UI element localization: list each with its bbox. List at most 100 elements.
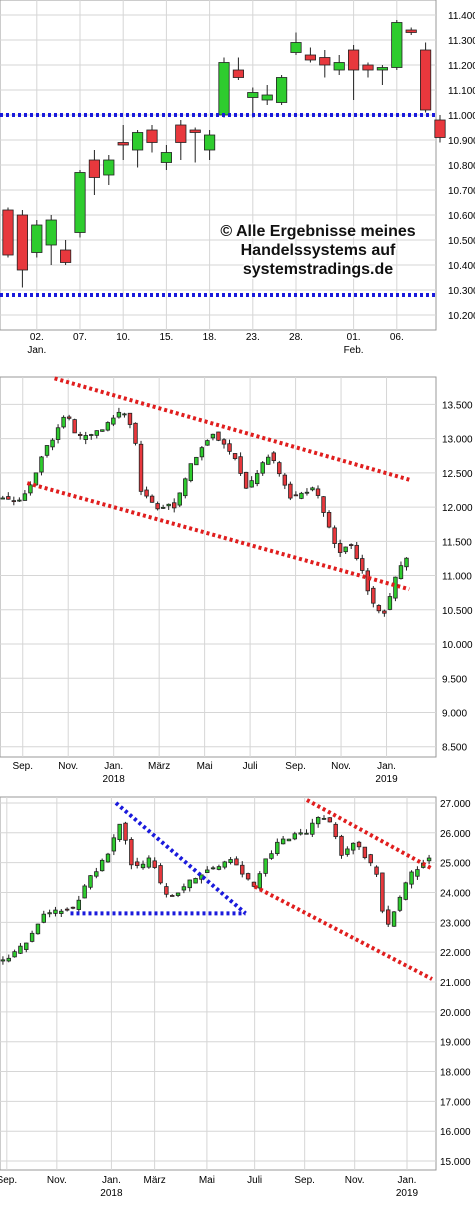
- x-tick-label: 15.: [159, 332, 173, 343]
- candle-body: [290, 42, 302, 53]
- candle-body: [116, 411, 122, 418]
- candle-body: [293, 494, 299, 497]
- candle-body: [266, 456, 271, 465]
- candle-body: [94, 871, 99, 877]
- candle-body: [204, 134, 216, 151]
- y-tick-label: 11.200: [448, 61, 475, 72]
- candle-body: [29, 932, 35, 942]
- y-tick-label: 26.000: [440, 829, 471, 840]
- weekly-channel-chart: 8.500 9.000 9.500 10.000 10.500 11.000 11.500 1…: [0, 376, 473, 785]
- candle-body: [166, 503, 171, 507]
- candle-body: [117, 142, 129, 146]
- candle-body: [292, 833, 298, 840]
- weekly-triangle-chart: 15.000 16.000 17.000 18.000 19.000 20.000 21.0…: [0, 796, 471, 1199]
- candle-body: [221, 439, 227, 445]
- x-tick-label: 01.: [347, 332, 361, 343]
- x-tick-label: März: [148, 761, 170, 772]
- candle-body: [70, 906, 76, 909]
- y-tick-label: 18.000: [440, 1068, 471, 1079]
- candle-body: [288, 483, 293, 499]
- candle-body: [222, 861, 227, 868]
- candle-body: [88, 875, 93, 888]
- x-tick-label: 10.: [116, 332, 130, 343]
- candle-body: [277, 462, 282, 475]
- y-tick-label: 25.000: [440, 859, 471, 870]
- y-tick-label: 10.500: [448, 236, 475, 247]
- x-year-label: 2019: [375, 774, 398, 785]
- candle-body: [170, 895, 175, 897]
- candle-body: [134, 861, 140, 866]
- x-tick-label: 23.: [246, 332, 260, 343]
- candle-body: [315, 816, 321, 825]
- candle-body: [22, 493, 28, 501]
- candle-body: [298, 832, 303, 835]
- y-tick-label: 16.000: [440, 1127, 471, 1138]
- y-tick-label: 11.300: [448, 36, 475, 47]
- candle-body: [74, 172, 86, 233]
- y-tick-label: 20.000: [440, 1008, 471, 1019]
- candle-body: [319, 57, 331, 66]
- x-tick-label: Sep.: [12, 761, 33, 772]
- y-tick-label: 13.000: [442, 435, 473, 446]
- candle-body: [117, 823, 122, 841]
- y-tick-label: 11.100: [448, 86, 475, 97]
- y-tick-label: 10.400: [448, 261, 475, 272]
- triangle-line: [114, 801, 247, 915]
- candle-body: [249, 480, 254, 488]
- candle-body: [348, 49, 360, 71]
- y-tick-label: 12.000: [442, 503, 473, 514]
- candle-body: [275, 841, 280, 854]
- candle-body: [160, 152, 172, 163]
- y-tick-label: 11.000: [442, 572, 472, 583]
- y-tick-label: 22.000: [440, 948, 471, 959]
- candle-body: [210, 433, 216, 439]
- candle-body: [53, 909, 58, 914]
- candle-body: [263, 858, 268, 874]
- candle-body: [59, 910, 64, 914]
- candle-body: [350, 842, 356, 851]
- candle-body: [257, 873, 262, 889]
- candle-body: [99, 859, 105, 872]
- y-tick-label: 19.000: [440, 1038, 471, 1049]
- y-tick-label: 23.000: [440, 918, 471, 929]
- candle-body: [144, 489, 149, 497]
- candle-body: [240, 864, 245, 875]
- candle-body: [158, 865, 163, 884]
- candle-body: [18, 945, 23, 954]
- y-tick-label: 10.800: [448, 161, 475, 172]
- candle-body: [133, 422, 138, 444]
- candle-body: [140, 863, 146, 869]
- candle-body: [183, 478, 188, 497]
- candle-body: [105, 853, 111, 863]
- candle-body: [398, 565, 404, 580]
- candle-body: [304, 832, 309, 835]
- x-tick-label: 07.: [73, 332, 87, 343]
- candle-body: [89, 434, 94, 436]
- x-tick-label: Sep.: [0, 1175, 17, 1186]
- candle-body: [260, 462, 265, 474]
- candle-body: [210, 867, 216, 870]
- x-tick-label: Mai: [197, 761, 213, 772]
- candle-body: [94, 430, 99, 436]
- candle-body: [387, 596, 393, 610]
- x-tick-label: März: [143, 1175, 165, 1186]
- x-tick-label: Juli: [243, 761, 258, 772]
- candle-body: [152, 860, 157, 868]
- candle-body: [271, 452, 276, 462]
- x-tick-label: Nov.: [345, 1175, 365, 1186]
- candle-body: [234, 858, 239, 866]
- candle-body: [50, 439, 55, 448]
- candle-body: [175, 892, 181, 896]
- candle-body: [47, 912, 52, 915]
- x-tick-label: Juli: [247, 1175, 262, 1186]
- candle-body: [132, 132, 144, 151]
- x-year-label: 2018: [100, 1188, 123, 1199]
- candle-body: [155, 503, 160, 510]
- candle-body: [194, 456, 199, 466]
- candle-body: [326, 512, 332, 528]
- candle-body: [100, 429, 105, 432]
- x-tick-label: 18.: [203, 332, 217, 343]
- candle-body: [354, 544, 359, 559]
- candle-body: [129, 839, 134, 866]
- candle-body: [0, 497, 5, 500]
